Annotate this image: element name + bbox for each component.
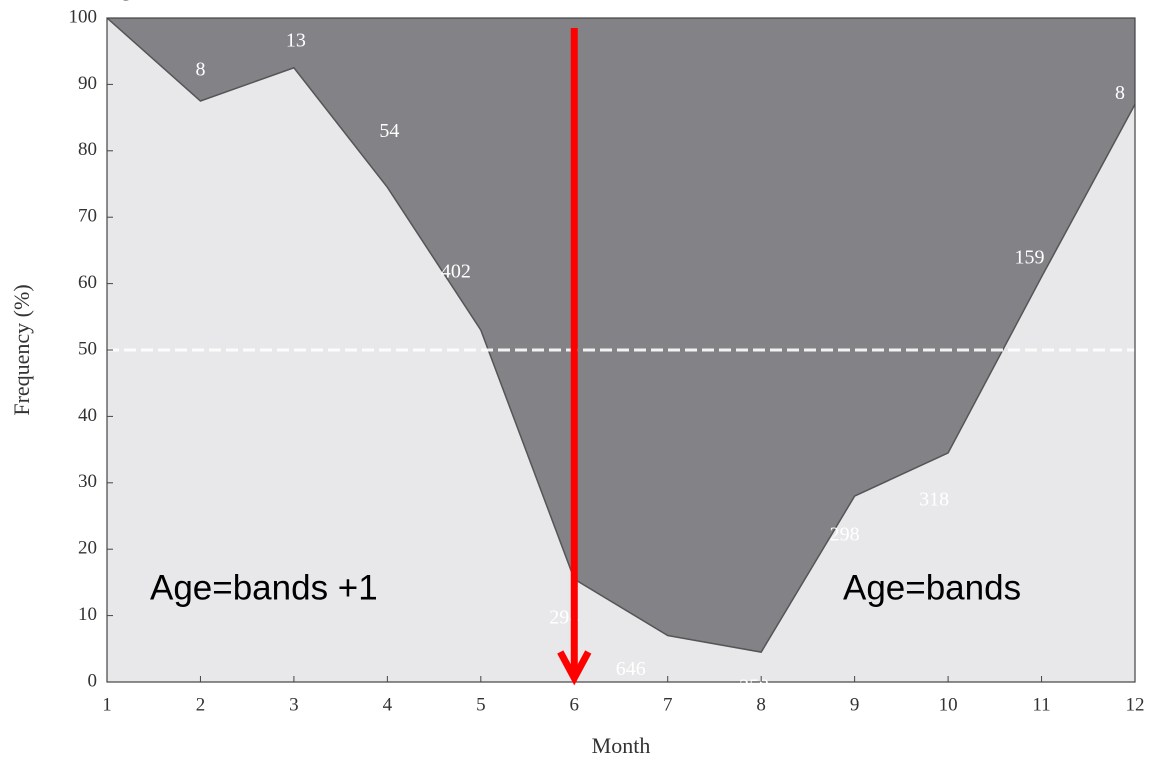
y-axis-label: Frequency (%) (9, 284, 34, 415)
x-tick-label: 8 (756, 694, 766, 715)
count-label: 159 (1015, 247, 1045, 269)
x-tick-label: 12 (1126, 694, 1145, 715)
x-tick-label: 1 (102, 694, 112, 715)
annotation: Age=bands (843, 568, 1021, 607)
count-label: 5 (122, 0, 132, 6)
x-tick-label: 3 (289, 694, 299, 715)
count-label: 318 (919, 489, 949, 511)
x-tick-label: 4 (383, 694, 393, 715)
x-tick-label: 10 (939, 694, 958, 715)
y-tick-label: 10 (78, 604, 97, 625)
count-label: 402 (441, 261, 471, 283)
x-tick-label: 11 (1032, 694, 1050, 715)
x-tick-label: 2 (196, 694, 206, 715)
y-tick-label: 40 (78, 405, 97, 426)
line (106, 17, 1136, 653)
annotation: Age=bands +1 (150, 568, 378, 607)
y-tick-label: 60 (78, 272, 97, 293)
y-tick-label: 70 (78, 206, 97, 227)
area-below (107, 18, 1135, 682)
y-tick-label: 30 (78, 471, 97, 492)
y-tick-label: 90 (78, 73, 97, 94)
count-label: 13 (286, 29, 306, 51)
area-above (107, 18, 1135, 653)
x-tick-label: 6 (570, 694, 580, 715)
y-tick-label: 100 (69, 6, 98, 27)
plot (106, 17, 1137, 683)
y-tick-label: 50 (78, 338, 97, 359)
x-tick-label: 5 (476, 694, 486, 715)
count-label: 646 (616, 658, 646, 680)
y-tick-label: 80 (78, 139, 97, 160)
arrow-head (557, 650, 592, 686)
x-tick-label: 7 (663, 694, 673, 715)
x-tick-label: 9 (850, 694, 860, 715)
count-label: 8 (195, 59, 205, 81)
y-tick-label: 20 (78, 538, 97, 559)
count-label: 298 (830, 524, 860, 546)
count-label: 8 (1115, 82, 1125, 104)
count-label: 54 (379, 120, 399, 142)
x-axis-label: Month (592, 733, 651, 758)
y-tick-label: 0 (88, 670, 98, 691)
